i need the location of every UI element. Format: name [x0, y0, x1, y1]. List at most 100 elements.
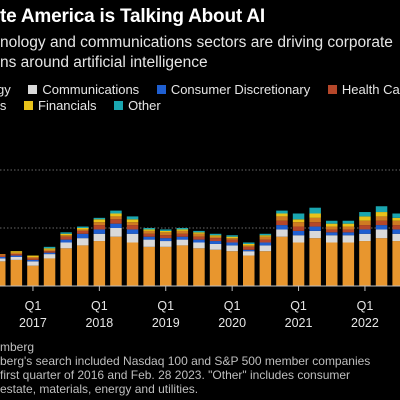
legend-swatch	[114, 101, 124, 110]
bar-segment	[326, 220, 338, 224]
x-tick-quarter-label: Q1	[25, 299, 42, 313]
subtitle-line: ns around artificial intelligence	[0, 54, 208, 71]
bar-segment	[309, 207, 321, 214]
bar-segment	[375, 229, 388, 239]
bar-segment	[160, 238, 172, 242]
bar-segment	[226, 238, 238, 240]
bar-segment	[243, 245, 255, 247]
bar-segment	[160, 246, 172, 286]
legend-item: Health Care	[327, 82, 400, 97]
stacked-bar-chart: Q1 2017 Q1 2018 Q1 2019 Q1 2020 Q1 2021 Q1 2022	[0, 169, 400, 330]
bar-segment	[309, 213, 321, 218]
legend-item: Other	[114, 98, 161, 113]
bar-segment	[359, 225, 371, 230]
bar-segment	[276, 220, 288, 226]
legend-row: gy Communications Consumer Discretionary…	[0, 82, 400, 97]
legend-item: Communications	[28, 82, 139, 97]
bar-segment	[110, 216, 122, 220]
legend-swatch	[156, 85, 166, 94]
bar-segment	[209, 236, 222, 239]
bar-segment	[392, 217, 400, 221]
bar-segment	[27, 265, 39, 286]
bar-segment	[60, 235, 72, 237]
x-tick-year-label: 2018	[85, 316, 113, 330]
bar-segment	[0, 257, 6, 259]
bar-segment	[226, 242, 238, 246]
bar-segment	[309, 222, 321, 227]
bar-segment	[243, 251, 255, 256]
bar-segment	[259, 235, 272, 237]
bar-segment	[259, 242, 272, 246]
bar-segment	[43, 251, 56, 253]
chart-subtitle: nology and communications sectors are dr…	[0, 33, 400, 73]
legend-label: Health Care	[341, 82, 400, 97]
source-line: berg's search included Nasdaq 100 and S&…	[0, 354, 371, 368]
bar-segment	[43, 249, 56, 252]
bar-segment	[143, 236, 155, 240]
bar-segment	[359, 229, 371, 234]
bar-segment	[27, 258, 39, 260]
x-tick-year-label: 2019	[152, 316, 180, 330]
bar-segment	[143, 239, 155, 247]
bar-segment	[176, 236, 189, 240]
bar-segment	[93, 217, 106, 220]
legend-label: gy	[0, 82, 11, 97]
bar-segment	[27, 259, 39, 262]
source-line: mberg	[0, 340, 35, 354]
bar-segment	[10, 259, 23, 286]
bar-segment	[193, 236, 205, 240]
bar-segment	[160, 235, 172, 239]
x-tick-year-label: 2021	[285, 316, 313, 330]
bar-segment	[10, 252, 23, 255]
bar-segment	[342, 232, 355, 236]
bar-segment	[359, 216, 371, 221]
bar-segment	[176, 230, 189, 234]
bar-segment	[292, 213, 305, 220]
x-tick-year-label: 2020	[218, 316, 246, 330]
bar-segment	[342, 223, 355, 227]
bar-segment	[77, 238, 89, 246]
bar-segment	[209, 238, 222, 242]
bar-segment	[209, 249, 222, 286]
bar-segment	[392, 241, 400, 286]
bar-segment	[226, 245, 238, 252]
bar-segment	[392, 213, 400, 218]
bar-segment	[10, 257, 23, 260]
bar-segment	[243, 249, 255, 252]
bar-segment	[193, 233, 205, 237]
bar-segment	[176, 245, 189, 286]
bar-segment	[375, 216, 388, 221]
bar-segment	[309, 230, 321, 239]
bar-segment	[143, 229, 155, 231]
bar-segment	[243, 242, 255, 244]
bar-segment	[0, 258, 6, 262]
bar-segment	[342, 235, 355, 243]
bar-segment	[359, 233, 371, 242]
bar-segment	[259, 239, 272, 243]
bar-segment	[193, 230, 205, 233]
bar-segment	[375, 238, 388, 286]
bar-segment	[392, 220, 400, 226]
bar-segment	[209, 243, 222, 250]
bar-segment	[176, 228, 189, 230]
source-line: estate, materials, energy and utilities.	[0, 382, 199, 396]
bar-segment	[43, 254, 56, 259]
bar-segment	[176, 229, 189, 231]
bar-segment	[375, 206, 388, 213]
bar-segment	[276, 216, 288, 221]
bar-segment	[375, 212, 388, 217]
bar-segment	[259, 251, 272, 286]
bar-segment	[326, 232, 338, 236]
bar-segment	[359, 220, 371, 226]
bar-segment	[392, 225, 400, 230]
bar-segment	[176, 233, 189, 237]
bar-segment	[176, 239, 189, 246]
bar-segment	[10, 251, 23, 253]
bar-segment	[77, 245, 89, 286]
bar-segment	[326, 242, 338, 286]
bar-segment	[342, 229, 355, 233]
bar-segment	[292, 226, 305, 231]
bar-segment	[43, 248, 56, 250]
legend-swatch	[327, 85, 337, 94]
bar-segment	[226, 239, 238, 243]
